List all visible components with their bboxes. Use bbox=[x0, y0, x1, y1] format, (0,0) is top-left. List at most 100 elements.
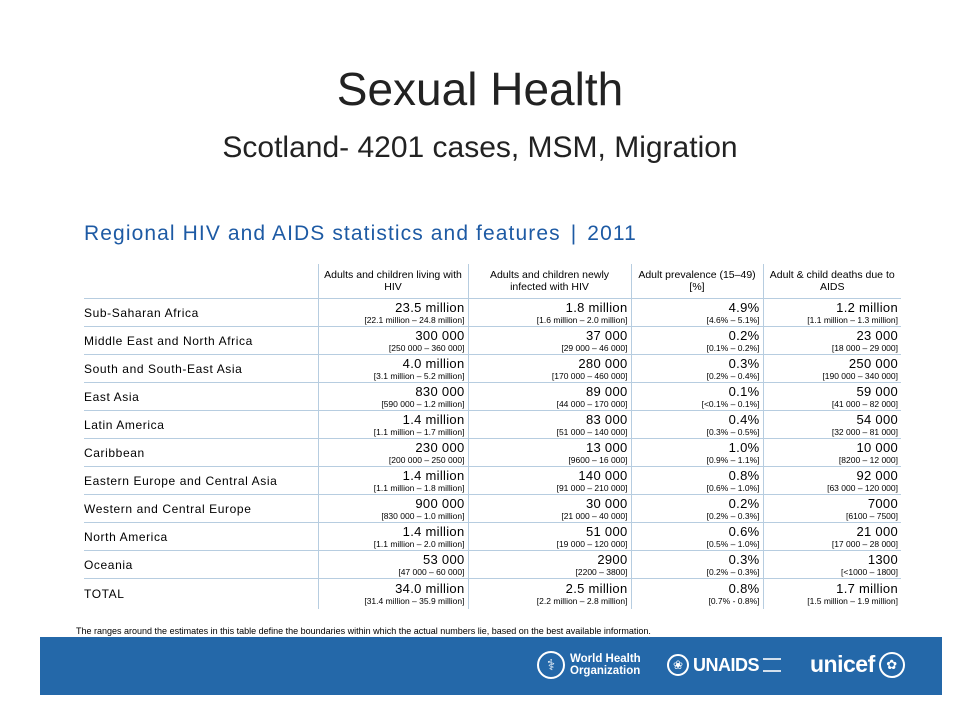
stat-range: [22.1 million – 24.8 million] bbox=[364, 314, 465, 325]
stat-range: [0.5% – 1.0%] bbox=[706, 538, 760, 549]
heading-separator: | bbox=[570, 222, 578, 245]
stat-value: 280 000 bbox=[578, 355, 628, 371]
stat-range: [63 000 – 120 000] bbox=[827, 482, 898, 493]
stat-cell: 230 000 [200 000 – 250 000] bbox=[317, 438, 468, 467]
stat-value: 54 000 bbox=[856, 411, 898, 427]
stat-value: 0.1% bbox=[728, 383, 760, 399]
stat-value: 10 000 bbox=[856, 439, 898, 455]
stat-cell: 830 000 [590 000 – 1.2 million] bbox=[317, 382, 468, 411]
stat-value: 0.2% bbox=[728, 327, 760, 343]
stat-value: 1.7 million bbox=[836, 581, 898, 596]
table-header-row: Adults and children living with HIV Adul… bbox=[84, 264, 901, 299]
stat-value: 13 000 bbox=[585, 439, 628, 455]
unaids-logo-text: UNAIDS bbox=[693, 654, 760, 675]
who-logo-line2: Organization bbox=[570, 665, 641, 677]
region-name: Sub-Saharan Africa bbox=[84, 298, 318, 327]
stat-cell: 1.2 million [1.1 million – 1.3 million] bbox=[762, 298, 901, 327]
stat-value: 7000 bbox=[867, 495, 898, 511]
stat-cell: 59 000 [41 000 – 82 000] bbox=[762, 382, 901, 411]
table-row: Oceania 53 000 [47 000 – 60 000] 2900 [2200 … bbox=[84, 550, 901, 579]
stat-value: 900 000 bbox=[415, 495, 465, 511]
column-header: Adults and children newly infected with … bbox=[467, 264, 631, 299]
stat-range: [91 000 – 210 000] bbox=[556, 482, 628, 493]
stat-cell: 250 000 [190 000 – 340 000] bbox=[762, 354, 901, 383]
unaids-tagline-icon bbox=[763, 658, 782, 672]
stat-cell: 1.7 million [1.5 million – 1.9 million] bbox=[762, 578, 901, 609]
stat-value: 53 000 bbox=[422, 551, 465, 567]
unaids-logo: ❀ UNAIDS bbox=[667, 654, 782, 676]
who-logo-line1: World Health bbox=[570, 653, 641, 665]
stat-cell: 54 000 [32 000 – 81 000] bbox=[762, 410, 901, 439]
stat-range: [<0.1% – 0.1%] bbox=[701, 398, 760, 409]
figure-year: 2011 bbox=[587, 222, 637, 245]
stat-range: [1.1 million – 1.7 million] bbox=[373, 426, 465, 437]
stat-value: 1300 bbox=[867, 551, 898, 567]
stat-cell: 0.4% [0.3% – 0.5%] bbox=[630, 410, 763, 439]
figure-heading: Regional HIV and AIDS statistics and fea… bbox=[84, 222, 637, 246]
table-row: Caribbean 230 000 [200 000 – 250 000] 13 00… bbox=[84, 438, 901, 467]
table-row: Sub-Saharan Africa 23.5 million [22.1 mill… bbox=[84, 298, 901, 327]
stat-range: [6100 – 7500] bbox=[846, 510, 898, 521]
stat-cell: 1.4 million [1.1 million – 1.8 million] bbox=[317, 466, 468, 495]
stat-value: 21 000 bbox=[856, 523, 898, 539]
statistics-table: Adults and children living with HIV Adul… bbox=[84, 264, 901, 609]
stat-value: 83 000 bbox=[585, 411, 628, 427]
stat-range: [2200 – 3800] bbox=[575, 566, 628, 577]
stat-range: [47 000 – 60 000] bbox=[398, 566, 465, 577]
stat-value: 1.8 million bbox=[565, 299, 628, 315]
slide-subtitle: Scotland- 4201 cases, MSM, Migration bbox=[222, 131, 738, 164]
region-name: Eastern Europe and Central Asia bbox=[84, 466, 318, 495]
stat-cell: 1.0% [0.9% – 1.1%] bbox=[630, 438, 763, 467]
stat-value: 0.6% bbox=[728, 523, 760, 539]
stat-range: [1.6 million – 2.0 million] bbox=[536, 314, 628, 325]
stat-cell: 0.3% [0.2% – 0.4%] bbox=[630, 354, 763, 383]
stat-value: 0.4% bbox=[728, 411, 760, 427]
column-header: Adults and children living with HIV bbox=[317, 264, 468, 299]
stat-value: 0.8% bbox=[728, 581, 760, 596]
stat-value: 34.0 million bbox=[395, 581, 465, 596]
stat-value: 230 000 bbox=[415, 439, 465, 455]
unicef-emblem-icon: ✿ bbox=[878, 651, 905, 678]
stat-value: 23.5 million bbox=[395, 299, 465, 315]
stat-range: [0.3% – 0.5%] bbox=[706, 426, 760, 437]
stat-range: [0.1% – 0.2%] bbox=[706, 342, 760, 353]
total-row: TOTAL 34.0 million [31.4 million – 35.9 mi… bbox=[84, 578, 901, 609]
un-emblem-icon: ❀ bbox=[667, 654, 689, 676]
stat-value: 2900 bbox=[597, 551, 628, 567]
stat-cell: 23 000 [18 000 – 29 000] bbox=[762, 326, 901, 355]
stat-range: [0.6% – 1.0%] bbox=[706, 482, 760, 493]
stat-cell: 1.8 million [1.6 million – 2.0 million] bbox=[467, 298, 631, 327]
stat-range: [190 000 – 340 000] bbox=[822, 370, 898, 381]
stat-cell: 7000 [6100 – 7500] bbox=[762, 494, 901, 523]
slide-title: Sexual Health bbox=[336, 63, 624, 115]
stat-cell: 23.5 million [22.1 million – 24.8 million… bbox=[317, 298, 468, 327]
stat-range: [0.2% – 0.4%] bbox=[706, 370, 760, 381]
unicef-logo-text: unicef bbox=[810, 651, 875, 677]
stat-range: [250 000 – 360 000] bbox=[388, 342, 465, 353]
stat-value: 0.3% bbox=[728, 355, 760, 371]
stat-value: 0.2% bbox=[728, 495, 760, 511]
stat-cell: 53 000 [47 000 – 60 000] bbox=[317, 550, 468, 579]
stat-range: [0.7% - 0.8%] bbox=[708, 596, 760, 606]
region-name: South and South-East Asia bbox=[84, 354, 318, 383]
stat-value: 51 000 bbox=[585, 523, 628, 539]
stat-range: [590 000 – 1.2 million] bbox=[381, 398, 465, 409]
region-name: Latin America bbox=[84, 410, 318, 439]
stat-cell: 0.8% [0.7% - 0.8%] bbox=[630, 578, 763, 609]
stat-range: [200 000 – 250 000] bbox=[388, 454, 465, 465]
stat-range: [44 000 – 170 000] bbox=[556, 398, 628, 409]
stat-range: [18 000 – 29 000] bbox=[831, 342, 898, 353]
stat-cell: 13 000 [9600 – 16 000] bbox=[467, 438, 631, 467]
stat-value: 37 000 bbox=[585, 327, 628, 343]
stat-cell: 0.3% [0.2% – 0.3%] bbox=[630, 550, 763, 579]
stat-value: 92 000 bbox=[856, 467, 898, 483]
stat-value: 30 000 bbox=[585, 495, 628, 511]
region-name: TOTAL bbox=[84, 587, 125, 601]
stat-cell: 280 000 [170 000 – 460 000] bbox=[467, 354, 631, 383]
table-row: Eastern Europe and Central Asia 1.4 milli… bbox=[84, 466, 901, 495]
stat-value: 1.0% bbox=[728, 439, 760, 455]
stat-cell: 140 000 [91 000 – 210 000] bbox=[467, 466, 631, 495]
stat-range: [8200 – 12 000] bbox=[838, 454, 898, 465]
region-name: Caribbean bbox=[84, 438, 318, 467]
stat-cell: 0.1% [<0.1% – 0.1%] bbox=[630, 382, 763, 411]
